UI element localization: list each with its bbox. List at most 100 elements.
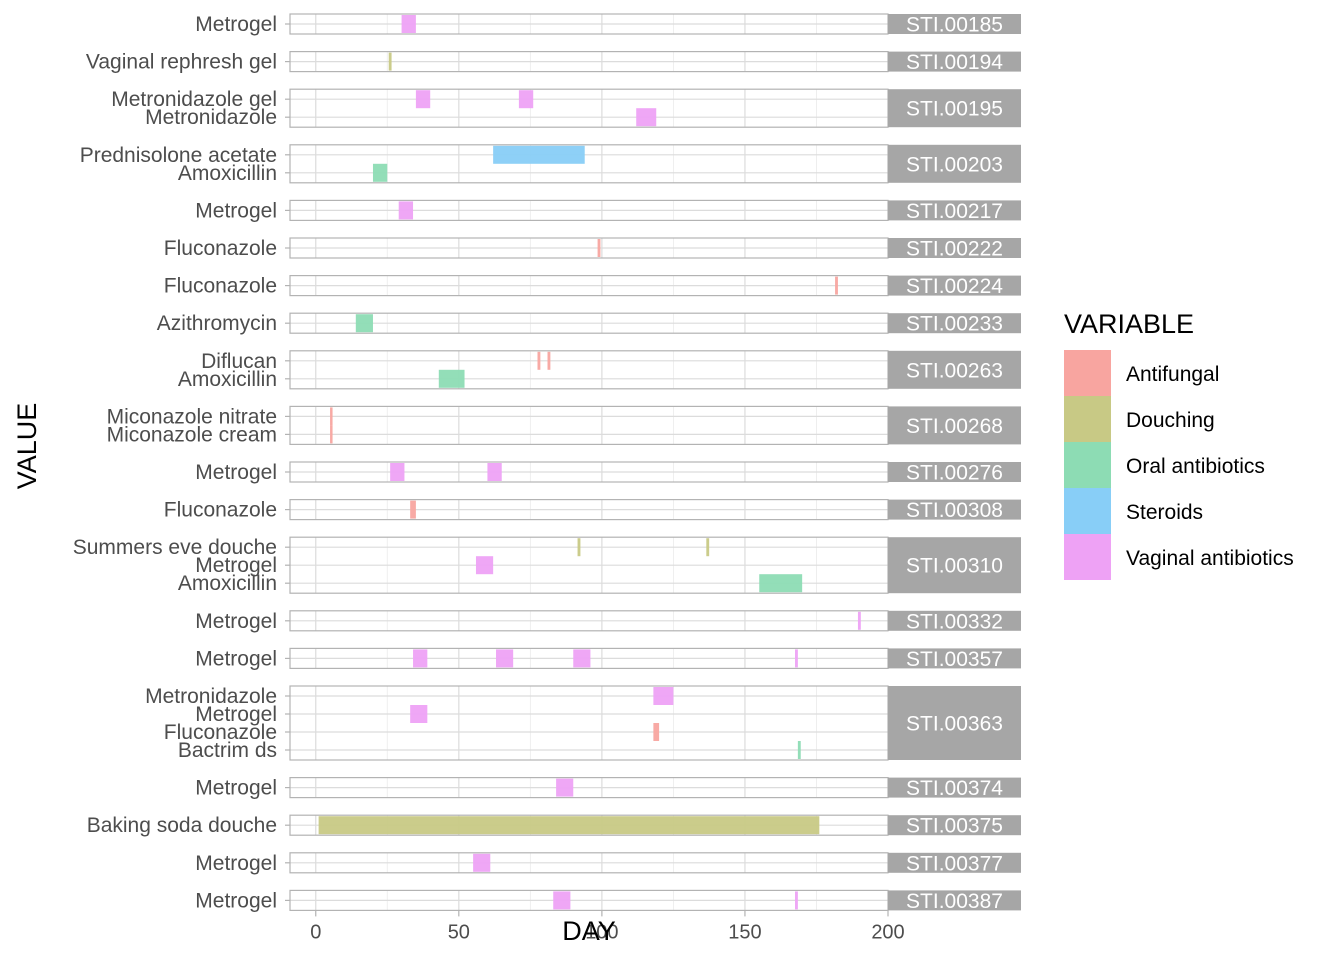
timeline-bar bbox=[372, 163, 388, 182]
timeline-bar bbox=[653, 723, 660, 741]
facet-strip bbox=[888, 648, 1021, 669]
facet-strip-label: STI.00332 bbox=[906, 610, 1003, 633]
facet-panel: STI.00194 Vaginal rephresh gel bbox=[86, 51, 1021, 74]
y-tick-label: Metrogel bbox=[195, 13, 277, 36]
timeline-bar bbox=[556, 778, 574, 797]
timeline-bar bbox=[835, 276, 838, 295]
x-tick-label: 200 bbox=[871, 921, 904, 943]
timeline-bar bbox=[410, 705, 428, 723]
facet-strip bbox=[888, 852, 1021, 873]
facet-panel: STI.00217 Metrogel bbox=[195, 199, 1021, 223]
facet-strip bbox=[888, 815, 1021, 836]
y-tick-label: Amoxicillin bbox=[178, 368, 277, 391]
facet-strip bbox=[888, 686, 1021, 760]
timeline-bar bbox=[577, 538, 581, 557]
x-tick-label: 50 bbox=[448, 921, 470, 943]
facet-strip-label: STI.00203 bbox=[906, 153, 1003, 176]
y-tick-label: Vaginal rephresh gel bbox=[86, 51, 277, 74]
y-tick-label: Metrogel bbox=[195, 199, 277, 222]
timeline-bar bbox=[415, 90, 431, 109]
timeline-bar bbox=[706, 538, 710, 557]
facet-strip bbox=[888, 777, 1021, 798]
legend-label: Vaginal antibiotics bbox=[1126, 547, 1294, 570]
y-tick-label: Diflucan bbox=[201, 350, 277, 373]
timeline-bar bbox=[330, 407, 333, 426]
timeline-bar bbox=[318, 816, 820, 835]
facet-strip-label: STI.00217 bbox=[906, 200, 1003, 223]
facet-strip-label: STI.00276 bbox=[906, 462, 1003, 485]
timeline-bar bbox=[759, 574, 803, 593]
facet-strip bbox=[888, 275, 1021, 296]
facet-strip-label: STI.00185 bbox=[906, 14, 1003, 37]
legend-label: Oral antibiotics bbox=[1126, 455, 1265, 478]
y-tick-label: Metrogel bbox=[195, 610, 277, 633]
timeline-bar bbox=[795, 649, 798, 668]
timeline-bar bbox=[410, 500, 416, 519]
facet-strip-label: STI.00377 bbox=[906, 852, 1003, 875]
facet-strip-label: STI.00263 bbox=[906, 359, 1003, 382]
y-tick-label: Summers eve douche bbox=[73, 536, 277, 559]
timeline-bar bbox=[518, 90, 534, 109]
panel-background bbox=[290, 350, 888, 389]
facet-strip bbox=[888, 406, 1021, 445]
timeline-bar bbox=[573, 649, 591, 668]
facet-panel: STI.00222 Fluconazole bbox=[164, 237, 1021, 261]
x-axis: 0 50 100 150 200 bbox=[310, 910, 905, 943]
timeline-bar bbox=[413, 649, 428, 668]
legend-swatch bbox=[1064, 534, 1111, 580]
y-tick-label: Metrogel bbox=[195, 703, 277, 726]
facet-strip bbox=[888, 14, 1021, 34]
facet-strip-label: STI.00308 bbox=[906, 499, 1003, 522]
y-tick-label: Miconazole cream bbox=[107, 423, 277, 446]
y-axis-title: VALUE bbox=[12, 403, 42, 490]
facet-panel: STI.00310 Summers eve doucheMetrogelAmoxi… bbox=[73, 536, 1021, 595]
facet-strip bbox=[888, 144, 1021, 183]
timeline-bar bbox=[493, 145, 585, 164]
facet-strip-label: STI.00387 bbox=[906, 890, 1003, 913]
facet-strip-label: STI.00363 bbox=[906, 713, 1003, 736]
facet-panel: STI.00363 MetronidazoleMetrogelFluconazol… bbox=[145, 685, 1021, 762]
facet-strip bbox=[888, 313, 1021, 334]
y-tick-label: Metrogel bbox=[195, 852, 277, 875]
y-tick-label: Metrogel bbox=[195, 554, 277, 577]
timeline-bar bbox=[636, 108, 657, 127]
y-tick-label: Bactrim ds bbox=[178, 739, 277, 762]
timeline-bar bbox=[496, 649, 514, 668]
panel-background bbox=[290, 144, 888, 183]
timeline-bar bbox=[475, 556, 494, 575]
facet-strip-label: STI.00374 bbox=[906, 777, 1003, 800]
timeline-bar bbox=[330, 425, 333, 444]
facet-panel: STI.00185 Metrogel bbox=[195, 13, 1021, 37]
facet-strip bbox=[888, 890, 1021, 911]
facet-strip-label: STI.00224 bbox=[906, 275, 1003, 298]
y-tick-label: Baking soda douche bbox=[87, 814, 277, 837]
facet-strip bbox=[888, 238, 1021, 258]
legend-swatch bbox=[1064, 442, 1111, 488]
y-tick-label: Fluconazole bbox=[164, 275, 277, 298]
facet-strip-label: STI.00268 bbox=[906, 415, 1003, 438]
panel-background bbox=[290, 686, 888, 760]
x-tick-label: 0 bbox=[310, 921, 321, 943]
facet-strip-label: STI.00195 bbox=[906, 98, 1003, 121]
y-tick-label: Fluconazole bbox=[164, 237, 277, 260]
facet-panel: STI.00308 Fluconazole bbox=[164, 499, 1021, 522]
facet-panel: STI.00224 Fluconazole bbox=[164, 275, 1021, 298]
facet-strip-label: STI.00310 bbox=[906, 555, 1003, 578]
y-tick-label: Metronidazole bbox=[145, 106, 277, 129]
legend-title: VARIABLE bbox=[1064, 309, 1194, 339]
timeline-bar bbox=[355, 314, 373, 333]
x-axis-title: DAY bbox=[562, 916, 616, 946]
legend: VARIABLE Antifungal Douching Oral antibiot… bbox=[1064, 309, 1294, 580]
x-tick-label: 100 bbox=[585, 921, 618, 943]
legend-label: Douching bbox=[1126, 409, 1215, 432]
timeline-bar bbox=[438, 369, 465, 388]
legend-swatch bbox=[1064, 488, 1111, 534]
timeline-bar bbox=[797, 741, 801, 759]
timeline-bar bbox=[857, 611, 861, 630]
panel-background bbox=[290, 406, 888, 445]
facet-strip-label: STI.00375 bbox=[906, 815, 1003, 838]
timeline-bar bbox=[388, 52, 392, 71]
